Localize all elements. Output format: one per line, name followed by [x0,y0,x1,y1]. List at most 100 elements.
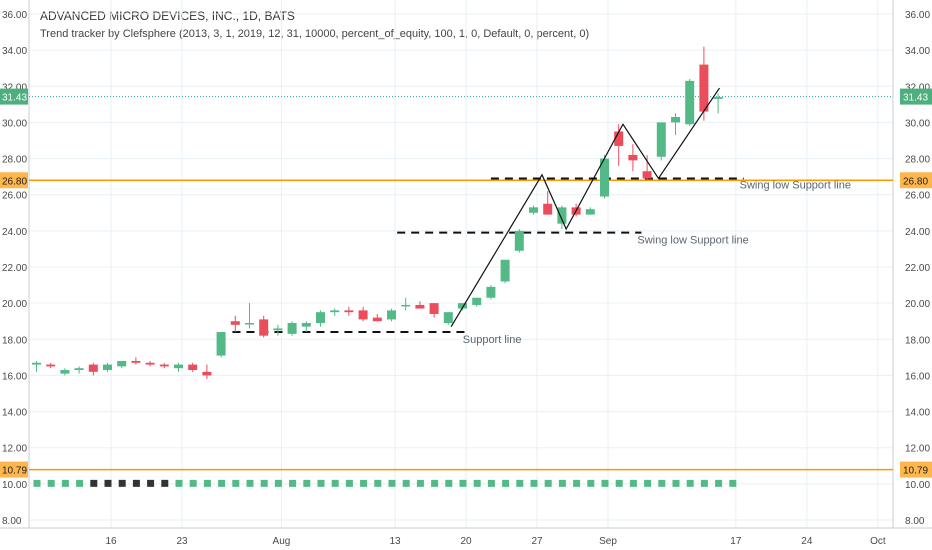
indicator-dot [431,479,439,487]
indicator-dot [700,479,708,487]
current-price-tag-right [900,88,932,105]
indicator-dot [686,479,694,487]
candle-body [117,360,127,367]
candle-body [88,364,98,372]
candle-body [131,360,141,363]
x-tick-label: Sep [599,536,617,547]
candle-body [273,328,283,331]
indicator-dot [232,479,240,487]
indicator-dot [132,479,140,487]
candle-body [230,321,240,325]
y-tick-label: 8.00 [905,516,925,527]
indicator-dot [629,479,637,487]
candle-body [202,371,212,376]
y-tick-label: 34.00 [905,46,930,57]
candle-body [60,370,70,374]
candle-body [486,286,496,298]
indicator-dot [502,479,510,487]
price-level-label-right: 26.80 [903,176,928,187]
indicator-dot [729,479,737,487]
indicator-dot [147,479,155,487]
indicator-dot [189,479,197,487]
current-price-tag-left [0,88,28,105]
indicator-dot [644,479,652,487]
y-tick-label-left: 34.00 [2,46,27,57]
current-price-label: 31.43 [2,93,27,104]
x-tick-label: 27 [531,536,543,547]
indicator-dot [76,479,84,487]
y-tick-label: 22.00 [905,263,930,274]
y-tick-label: 18.00 [905,335,930,346]
indicator-dot [331,479,339,487]
candle-body [330,310,340,313]
candle-body [628,154,638,161]
y-tick-label-left: 36.00 [2,10,27,21]
y-tick-label: 16.00 [905,371,930,382]
candle-body [458,303,467,309]
candle-body [103,364,112,371]
candle-body [713,97,723,99]
price-level-tag-left [0,172,28,189]
support-line-label: Swing low Support line [740,179,851,191]
candle-body [387,310,396,320]
indicator-dot [601,479,609,487]
indicator-dot [445,479,453,487]
indicator-dot [388,479,396,487]
y-tick-label: 12.00 [905,444,930,455]
y-tick-label-left: 26.00 [2,191,27,202]
indicator-dot [260,479,268,487]
candle-body [500,259,510,282]
indicator-dot [175,479,183,487]
candle-body [514,230,524,251]
candle-body [585,209,595,215]
candle-body [699,64,709,112]
indicator-dot [345,479,353,487]
indicator-dot [33,479,41,487]
y-tick-label-left: 10.00 [2,480,27,491]
candle-body [159,364,169,367]
candle-body [301,323,311,327]
indicator-dot [658,479,666,487]
y-tick-label-left: 18.00 [2,335,27,346]
indicator-dot [104,479,112,487]
indicator-dot [90,479,98,487]
candle-body [543,203,553,215]
candle-body [372,317,382,322]
indicator-dot [303,479,311,487]
y-tick-label: 10.00 [905,480,930,491]
y-tick-label: 32.00 [905,82,930,93]
indicator-dot [47,479,55,487]
candle-body [32,362,41,365]
support-line-label: Support line [463,334,522,346]
indicator-dot [516,479,524,487]
indicator-dot [402,479,410,487]
indicator-dot [558,479,566,487]
y-tick-label: 26.00 [905,191,930,202]
y-tick-label: 36.00 [905,10,930,21]
candle-body [174,364,183,369]
current-price-label-right: 31.43 [903,93,928,104]
candle-body [259,319,269,336]
indicator-dot [487,479,495,487]
x-tick-label: 16 [105,536,117,547]
chart-title: ADVANCED MICRO DEVICES, INC., 1D, BATS [40,9,295,23]
candle-body [74,368,84,371]
support-line-label: Swing low Support line [637,235,748,247]
candle-body [443,312,453,324]
indicator-dot [289,479,297,487]
indicator-dot [274,479,282,487]
candle-body [600,158,609,197]
price-level-label: 10.79 [2,466,27,477]
y-tick-label-left: 28.00 [2,155,27,166]
candle-body [401,304,411,307]
indicator-dot [360,479,368,487]
candle-body [557,207,567,224]
x-tick-label: 13 [389,536,401,547]
candle-body [245,323,254,325]
candle-body [685,80,695,125]
candle-body [287,323,297,334]
y-tick-label: 20.00 [905,299,930,310]
price-level-tag-left [0,461,28,478]
candle-body [642,171,652,179]
